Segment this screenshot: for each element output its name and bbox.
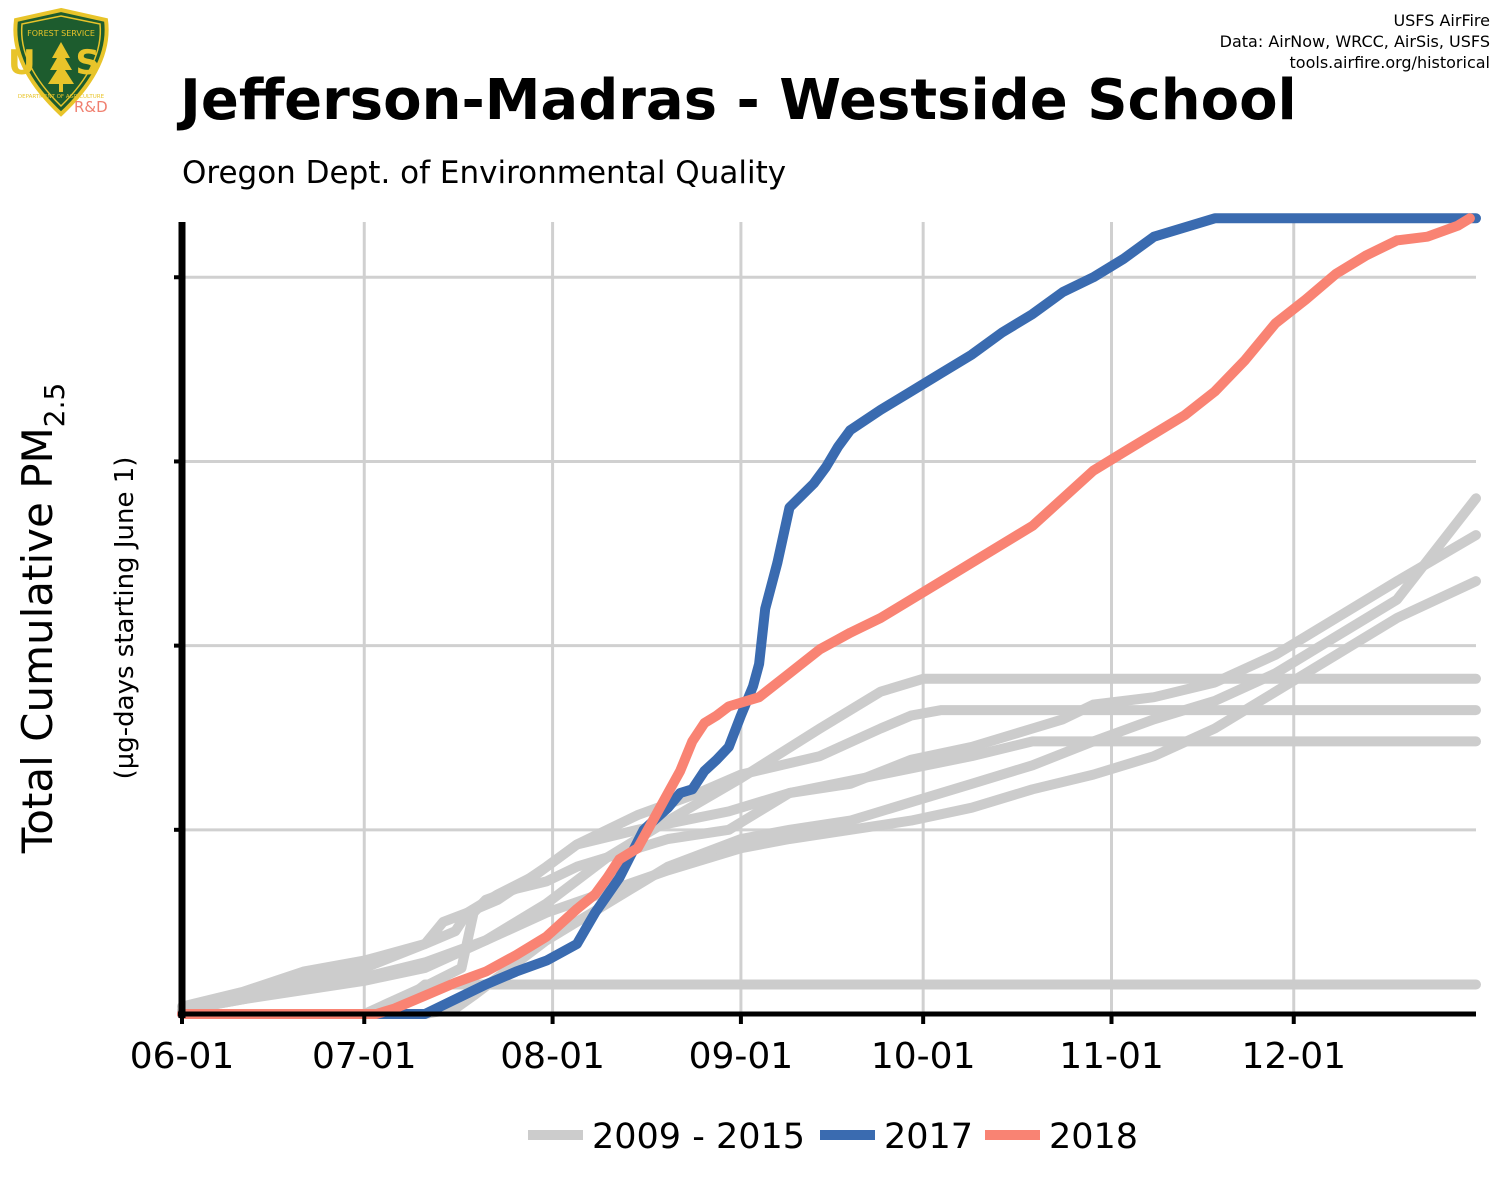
x-tick-label-06-01: 06-01	[130, 1036, 235, 1077]
series-line-y2017-7	[177, 213, 1481, 1019]
series-line-history-3	[177, 576, 1481, 1016]
series-line-history-2	[177, 705, 1481, 1016]
tree-icon	[48, 42, 74, 84]
x-tick-labels: 06-01 07-01 08-01 09-01 10-01 11-01 12-01	[130, 1036, 1346, 1077]
logo-top-text: FOREST SERVICE	[27, 29, 95, 38]
logo-bottom-text: DEPARTMENT OF AGRICULTURE	[18, 94, 105, 100]
chart-title: Jefferson-Madras - Westside School	[180, 68, 1297, 133]
legend-label-0: 2009 - 2015	[592, 1117, 805, 1157]
axes	[174, 222, 1476, 1024]
x-tick-label-08-01: 08-01	[500, 1036, 605, 1077]
credit-line-2: Data: AirNow, WRCC, AirSis, USFS	[1219, 32, 1490, 51]
y-axis-sublabel: (µg-days starting June 1)	[110, 457, 140, 780]
legend-label-2: 2018	[1049, 1117, 1138, 1157]
series-line-y2018-8	[177, 213, 1475, 1019]
y-axis-label-subscript: 2.5	[38, 383, 71, 428]
logo-rd-tag: R&D	[74, 98, 108, 116]
x-tick-label-09-01: 09-01	[689, 1036, 794, 1077]
series-line-history-4	[177, 530, 1481, 1019]
usfs-shield-logo: FOREST SERVICE U S DEPARTMENT OF AGRICUL…	[8, 6, 114, 118]
legend-label-1: 2017	[884, 1117, 973, 1157]
x-tick-label-07-01: 07-01	[312, 1036, 417, 1077]
grid-lines	[182, 222, 1476, 1014]
series-group-history	[177, 493, 1481, 1019]
x-tick-label-11-01: 11-01	[1059, 1036, 1164, 1077]
series-group-main	[177, 213, 1481, 1019]
credit-line-1: USFS AirFire	[1393, 11, 1490, 30]
series-line-history-6	[359, 979, 1481, 1019]
y-axis-label: Total Cumulative PM2.5	[13, 383, 71, 855]
chart-subtitle: Oregon Dept. of Environmental Quality	[182, 155, 787, 191]
x-tick-label-12-01: 12-01	[1241, 1036, 1346, 1077]
credit-line-3: tools.airfire.org/historical	[1289, 53, 1490, 72]
legend: 2009 - 2015 2017 2018	[528, 1117, 1138, 1157]
x-tick-label-10-01: 10-01	[871, 1036, 976, 1077]
